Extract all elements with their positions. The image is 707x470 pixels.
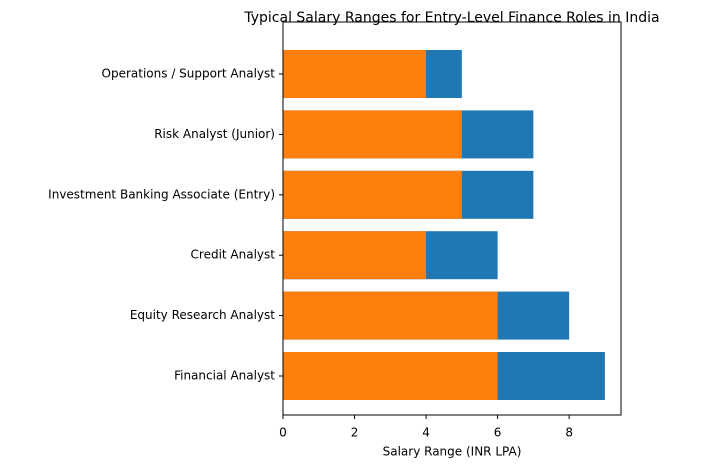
x-tick-label: 6 <box>494 426 502 440</box>
x-tick-label: 4 <box>422 426 430 440</box>
y-tick-label: Credit Analyst <box>191 248 276 262</box>
y-tick-label: Equity Research Analyst <box>130 308 275 322</box>
plot-frame <box>282 21 622 416</box>
bar <box>283 50 427 98</box>
chart-title: Typical Salary Ranges for Entry-Level Fi… <box>243 10 659 26</box>
bar <box>283 231 427 280</box>
bar <box>283 170 462 219</box>
y-tick-label: Operations / Support Analyst <box>102 67 276 81</box>
bar <box>283 291 498 340</box>
x-tick-label: 0 <box>279 426 287 440</box>
y-tick-label: Risk Analyst (Junior) <box>154 127 275 141</box>
y-tick-label: Financial Analyst <box>174 369 275 383</box>
bar <box>283 352 498 400</box>
x-tick-label: 2 <box>351 426 359 440</box>
x-tick-label: 8 <box>565 426 573 440</box>
y-tick-label: Investment Banking Associate (Entry) <box>48 187 275 201</box>
x-axis-label: Salary Range (INR LPA) <box>383 445 522 459</box>
bar <box>283 110 462 159</box>
